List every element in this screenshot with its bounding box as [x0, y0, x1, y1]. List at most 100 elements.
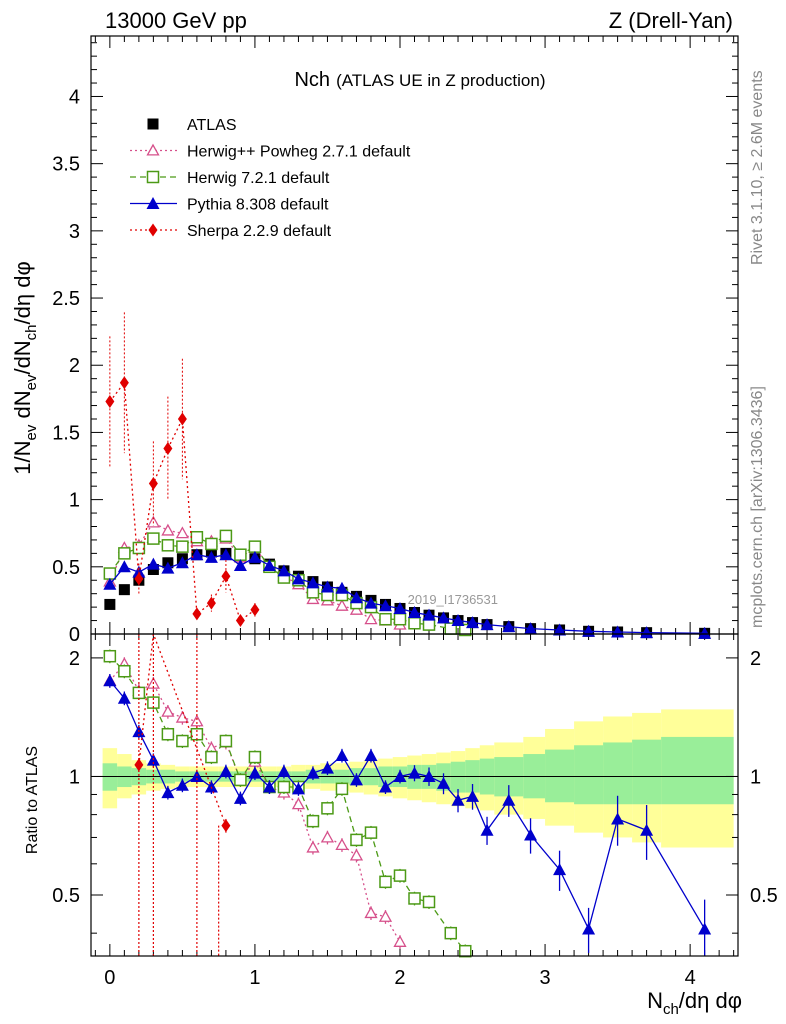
pythia-8-308-default-ratio-point — [640, 823, 654, 836]
ratio-panel-frame — [90, 633, 739, 957]
herwig-7-2-1-default-point — [118, 547, 131, 560]
herwig-7-2-1-default-ratio-point — [118, 664, 131, 678]
pythia-8-308-default-point — [146, 557, 160, 570]
pythia-8-308-default-ratio-point — [451, 793, 465, 806]
herwig-powheg-2-7-1-default-ratio-point — [349, 848, 364, 861]
pythia-8-308-default-ratio-point — [248, 766, 262, 779]
pythia-8-308-default-ratio-point — [233, 791, 247, 804]
x-tick-label: 3 — [539, 967, 550, 989]
ratio-y-tick-label: 1 — [69, 766, 80, 788]
rivet-version-label: Rivet 3.1.10, ≥ 2.6M events — [749, 70, 766, 265]
pythia-8-308-default-point — [103, 577, 117, 590]
pythia-8-308-default-ratio-point — [349, 773, 363, 786]
y-tick-label: 0 — [69, 624, 80, 646]
pythia-8-308-default-ratio-point — [103, 674, 117, 687]
ratio-y-tick-label-right: 1 — [750, 766, 761, 788]
legend-marker — [147, 118, 159, 130]
analysis-watermark: 2019_I1736531 — [408, 592, 498, 607]
mcplots-label: mcplots.cern.ch [arXiv:1306.3436] — [749, 386, 766, 628]
herwig-7-2-1-default-ratio-point — [422, 895, 436, 909]
pythia-8-308-default-point — [408, 605, 421, 618]
x-axis-label: Nch/dη dφ — [647, 988, 742, 1018]
pythia-8-308-default-point — [219, 548, 233, 561]
herwig-7-2-1-default-ratio-point — [103, 649, 117, 663]
y-axis-label-top: 1/Nev dNev/dNch/dη dφ — [10, 261, 40, 474]
pythia-8-308-default-point — [277, 564, 291, 577]
pythia-8-308-default-ratio-point — [524, 828, 538, 841]
pythia-8-308-default-ratio-point — [364, 749, 378, 762]
pythia-8-308-default-point — [640, 626, 654, 639]
herwig-7-2-1-default-ratio-point — [459, 944, 472, 958]
herwig-7-2-1-default-ratio-point — [234, 773, 247, 787]
pythia-8-308-default-ratio-point — [378, 780, 392, 793]
herwig-7-2-1-default-point — [190, 530, 204, 544]
y-tick-label: 3.5 — [52, 154, 80, 176]
herwig-7-2-1-default-ratio-point — [132, 686, 146, 700]
stat-band-green — [450, 761, 466, 793]
process-label: Z (Drell-Yan) — [609, 8, 733, 33]
ylab-s3: ch — [23, 324, 40, 340]
pythia-8-308-default-ratio-point — [422, 769, 436, 782]
ylab-p1: 1/N — [10, 440, 35, 474]
herwig-powheg-2-7-1-default-ratio-point — [161, 704, 175, 717]
xlab-rest: /dη dφ — [679, 988, 742, 1013]
xlab-base: N — [647, 988, 663, 1013]
pythia-8-308-default-ratio-point — [161, 786, 175, 799]
herwig-7-2-1-default-ratio-point — [176, 734, 189, 748]
pythia-8-308-default-point — [291, 572, 305, 585]
pythia-8-308-default-ratio-point — [437, 776, 451, 789]
legend-marker — [146, 170, 160, 184]
herwig-7-2-1-default-point — [176, 540, 189, 553]
herwig-7-2-1-default-ratio-point — [350, 833, 363, 847]
herwig-7-2-1-default-ratio-point — [408, 892, 421, 905]
herwig-7-2-1-default-ratio-point — [444, 926, 458, 940]
x-tick-label: 1 — [249, 967, 260, 989]
herwig-7-2-1-default-ratio-point — [248, 750, 262, 764]
pythia-8-308-default-line — [109, 554, 705, 634]
herwig-powheg-2-7-1-default-ratio-point — [393, 935, 407, 947]
stat-band-green — [632, 739, 662, 805]
herwig-powheg-2-7-1-default-ratio-point — [175, 710, 189, 723]
pythia-8-308-default-point — [335, 581, 349, 594]
x-tick-label: 4 — [685, 967, 696, 989]
plot-title-sub: (ATLAS UE in Z production) — [336, 71, 545, 90]
sherpa-2-2-9-default-point — [206, 596, 216, 610]
ratio-y-tick-label: 0.5 — [52, 885, 80, 907]
pythia-8-308-default-ratio-point — [408, 766, 421, 779]
herwig-7-2-1-default-ratio-point — [219, 734, 233, 748]
herwig-7-2-1-default-ratio-point — [161, 727, 175, 741]
pythia-8-308-default-point — [524, 622, 538, 635]
herwig-powheg-2-7-1-default-ratio-point — [291, 797, 306, 810]
y-tick-label: 2 — [69, 355, 80, 377]
y-tick-label: 3 — [69, 221, 80, 243]
ylab-s2: ev — [23, 374, 40, 390]
pythia-8-308-default-point — [248, 550, 262, 563]
pythia-8-308-default-point — [466, 616, 480, 629]
pythia-8-308-default-ratio-point — [698, 922, 712, 935]
herwig-7-2-1-default-point — [422, 618, 436, 631]
pythia-8-308-default-ratio-point — [277, 764, 291, 777]
pythia-8-308-default-point — [451, 614, 465, 627]
y-axis-label-ratio: Ratio to ATLAS — [24, 746, 41, 854]
sherpa-2-2-9-default-point — [221, 569, 231, 583]
pythia-8-308-default-point — [117, 560, 131, 573]
pythia-8-308-default-point — [349, 591, 363, 604]
herwig-7-2-1-default-ratio-point — [393, 869, 407, 882]
herwig-powheg-2-7-1-default-point — [335, 598, 349, 611]
pythia-8-308-default-ratio-point — [480, 823, 494, 836]
x-tick-label: 0 — [104, 967, 115, 989]
sherpa-2-2-9-default-ratio-point — [221, 819, 231, 833]
herwig-7-2-1-default-point — [379, 612, 392, 626]
legend-label: Pythia 8.308 default — [187, 197, 329, 214]
xlab-sub: ch — [663, 1001, 679, 1018]
stat-band-green — [661, 736, 734, 805]
collision-energy-label: 13000 GeV pp — [105, 8, 247, 33]
herwig-7-2-1-default-point — [393, 612, 407, 626]
sherpa-2-2-9-default-point — [192, 607, 202, 621]
ylab-p4: /dη dφ — [10, 261, 35, 324]
sherpa-2-2-9-default-point — [105, 395, 115, 409]
plot-title: Nch (ATLAS UE in Z production) — [294, 69, 545, 91]
pythia-8-308-default-point — [422, 608, 436, 621]
herwig-powheg-2-7-1-default-ratio-point — [306, 840, 320, 853]
herwig-7-2-1-default-point — [219, 529, 233, 543]
